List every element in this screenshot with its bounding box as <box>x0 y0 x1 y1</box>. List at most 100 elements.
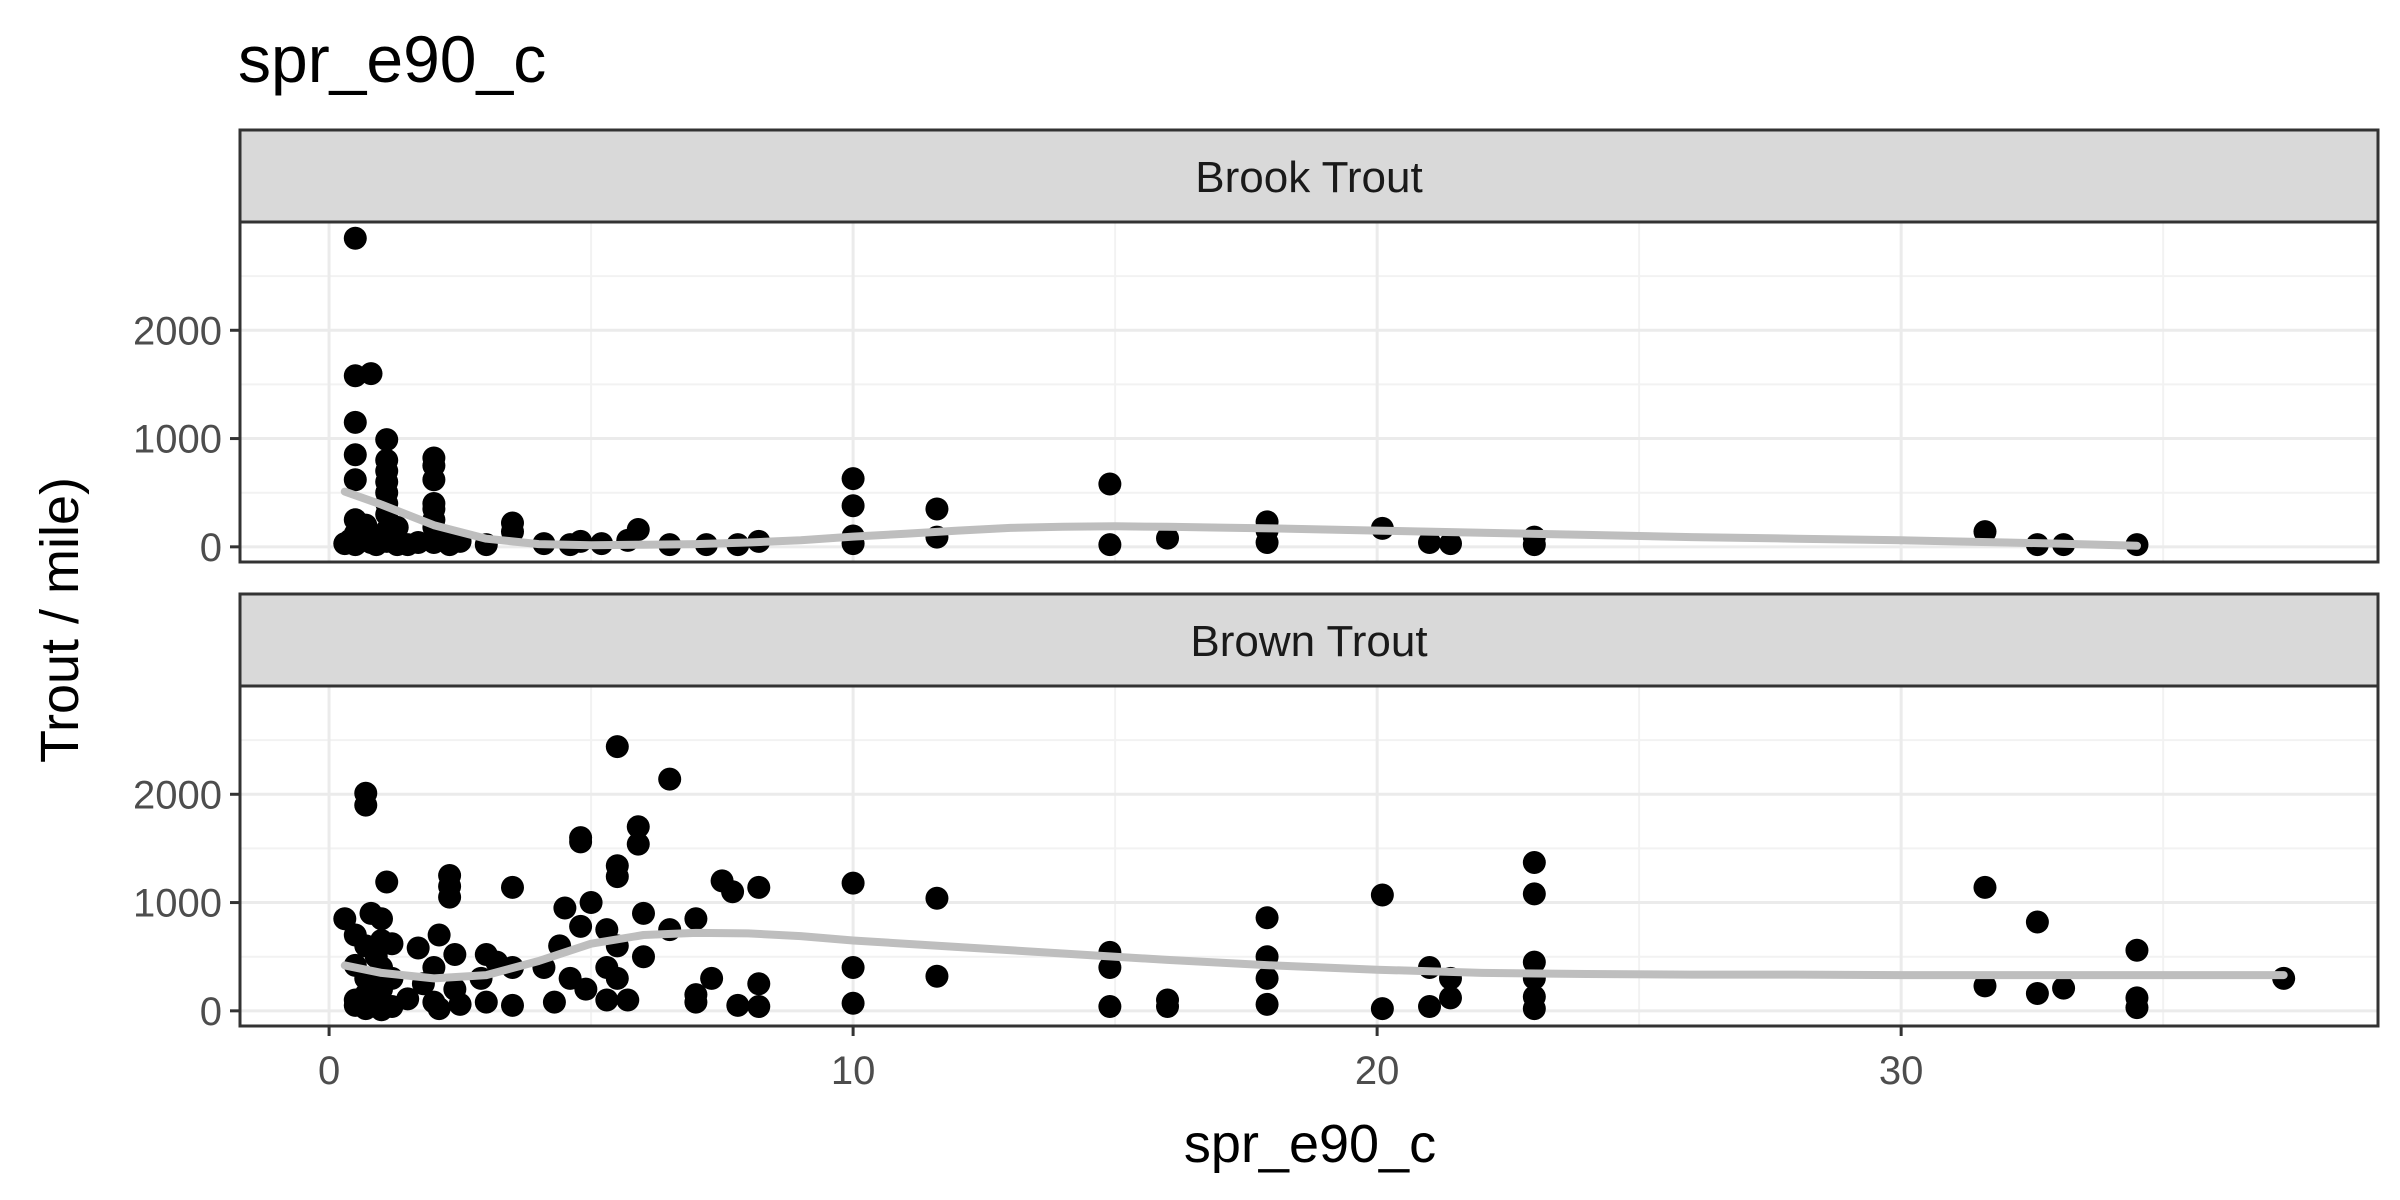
y-tick-label: 2000 <box>133 773 222 817</box>
data-point <box>747 995 771 1019</box>
data-point <box>631 901 655 925</box>
data-point <box>1522 997 1546 1021</box>
data-points <box>333 735 2296 1022</box>
data-point <box>1098 472 1122 496</box>
data-point <box>2025 910 2049 934</box>
data-point <box>700 966 724 990</box>
panel-background <box>240 222 2378 562</box>
data-point <box>1418 995 1442 1019</box>
data-point <box>380 932 404 956</box>
data-point <box>626 832 650 856</box>
data-point <box>1255 531 1279 555</box>
data-point <box>1973 520 1997 544</box>
data-point <box>841 871 865 895</box>
data-point <box>406 936 430 960</box>
data-point <box>726 993 750 1017</box>
data-point <box>2025 982 2049 1006</box>
x-axis: 0 10 20 30 <box>318 1026 1923 1093</box>
data-point <box>574 977 598 1001</box>
facet-strip-label: Brook Trout <box>1195 153 1422 202</box>
data-point <box>1973 974 1997 998</box>
data-point <box>721 880 745 904</box>
data-point <box>396 987 420 1011</box>
data-point <box>422 956 446 980</box>
data-point <box>427 997 451 1021</box>
data-point <box>2052 976 2076 1000</box>
data-point <box>925 964 949 988</box>
data-point <box>369 907 393 931</box>
y-tick-label: 2000 <box>133 309 222 353</box>
data-point <box>1255 906 1279 930</box>
data-point <box>385 515 409 539</box>
panel-border <box>238 220 2380 564</box>
x-tick-label: 30 <box>1879 1049 1924 1093</box>
data-point <box>500 993 524 1017</box>
data-point <box>343 410 367 434</box>
data-point <box>569 830 593 854</box>
data-point <box>747 972 771 996</box>
data-point <box>1098 995 1122 1019</box>
data-point <box>1255 966 1279 990</box>
x-axis-title: spr_e90_c <box>1184 1114 1436 1174</box>
data-point <box>925 886 949 910</box>
facet-panel: Brook Trout 0 1000 2000 <box>133 128 2380 570</box>
data-point <box>406 531 430 555</box>
data-point <box>343 226 367 250</box>
data-point <box>1438 532 1462 556</box>
y-tick-label: 0 <box>200 990 222 1034</box>
y-tick-label: 1000 <box>133 882 222 926</box>
data-point <box>1098 533 1122 557</box>
data-point <box>1522 533 1546 557</box>
data-point <box>841 494 865 518</box>
data-point <box>1098 956 1122 980</box>
facet-strip-label: Brown Trout <box>1190 617 1427 666</box>
smooth-trend-line <box>340 928 2288 983</box>
y-tick-label: 0 <box>200 526 222 570</box>
facet-strip <box>238 592 2380 688</box>
data-point <box>474 990 498 1014</box>
data-point <box>1255 992 1279 1016</box>
data-point <box>1522 882 1546 906</box>
data-point <box>427 923 451 947</box>
data-point <box>1522 950 1546 974</box>
x-tick-label: 0 <box>318 1049 340 1093</box>
data-point <box>343 468 367 492</box>
data-point <box>359 362 383 386</box>
data-point <box>684 907 708 931</box>
data-point <box>1418 531 1442 555</box>
x-tick-label: 20 <box>1355 1049 1400 1093</box>
data-point <box>841 991 865 1015</box>
data-point <box>626 815 650 839</box>
data-point <box>343 443 367 467</box>
data-point <box>553 896 577 920</box>
data-point <box>443 943 467 967</box>
data-point <box>333 907 357 931</box>
data-point <box>626 518 650 542</box>
smooth-trend-line <box>340 487 2141 550</box>
data-point <box>1438 986 1462 1010</box>
data-point <box>1370 997 1394 1021</box>
data-point <box>500 875 524 899</box>
data-point <box>605 735 629 759</box>
data-point <box>422 468 446 492</box>
panels-layer: Brook Trout 0 1000 2000 Brown Trout 0 1000 2000 <box>133 128 2380 1034</box>
data-point <box>1156 995 1180 1019</box>
data-point <box>1156 526 1180 550</box>
y-tick-label: 1000 <box>133 418 222 462</box>
data-point <box>375 428 399 452</box>
x-tick-label: 10 <box>831 1049 876 1093</box>
data-point <box>1522 850 1546 874</box>
data-point <box>925 497 949 521</box>
data-point <box>438 885 462 909</box>
data-point <box>595 918 619 942</box>
data-point <box>354 793 378 817</box>
data-point <box>605 865 629 889</box>
panel-border <box>238 684 2380 1028</box>
data-point <box>1370 883 1394 907</box>
data-point <box>841 467 865 491</box>
data-point <box>684 990 708 1014</box>
chart-title: spr_e90_c <box>238 22 546 96</box>
data-point <box>658 767 682 791</box>
data-point <box>595 988 619 1012</box>
